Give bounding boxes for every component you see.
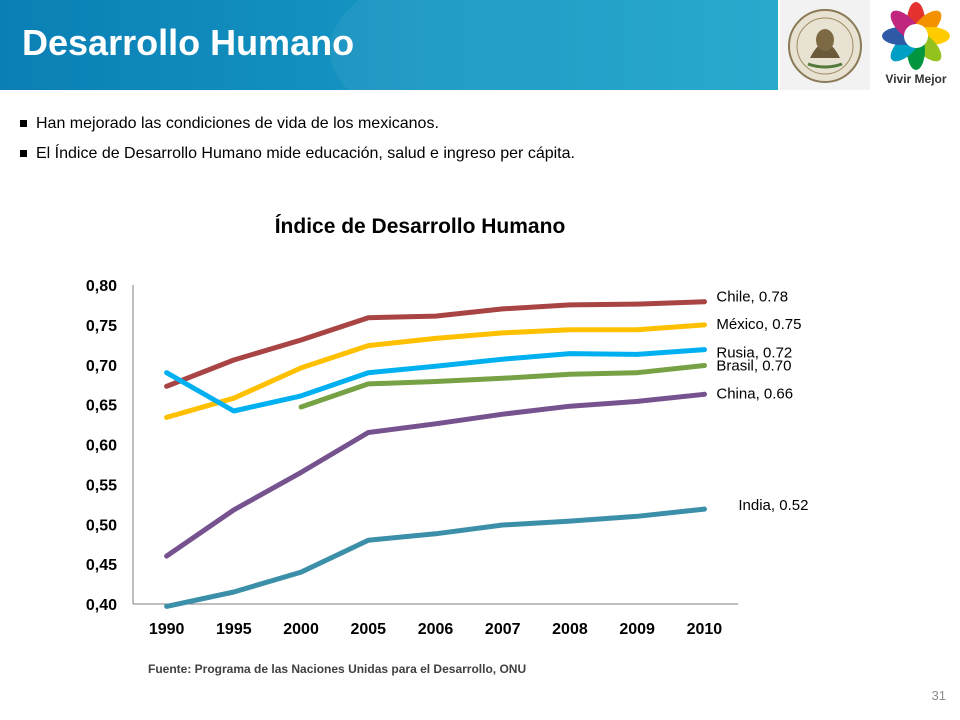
y-tick-label: 0,70	[86, 358, 117, 375]
y-tick-label: 0,75	[86, 318, 117, 335]
x-tick-label: 2000	[283, 621, 319, 638]
series-line-brasil	[298, 363, 707, 410]
mexico-seal-logo	[780, 0, 870, 90]
vivir-mejor-label: Vivir Mejor	[885, 72, 947, 86]
eagle-seal-icon	[788, 9, 862, 83]
x-tick-label: 2005	[350, 621, 386, 638]
x-tick-label: 1995	[216, 621, 252, 638]
flower-icon	[882, 2, 950, 70]
series-line-méxico	[164, 322, 707, 420]
vivir-mejor-logo: Vivir Mejor	[872, 0, 960, 90]
series-end-point	[701, 363, 707, 369]
series-end-point	[701, 322, 707, 328]
series-end-point	[701, 506, 707, 512]
series-end-label: India, 0.52	[738, 497, 808, 514]
y-tick-label: 0,65	[86, 398, 117, 415]
x-tick-label: 1990	[149, 621, 185, 638]
x-tick-label: 2009	[619, 621, 655, 638]
title-banner	[0, 0, 778, 90]
y-tick-label: 0,40	[86, 597, 117, 614]
page-title: Desarrollo Humano	[22, 22, 355, 63]
x-tick-label: 2007	[485, 621, 521, 638]
x-tick-label: 2010	[687, 621, 723, 638]
x-tick-label: 2008	[552, 621, 588, 638]
y-tick-label: 0,55	[86, 477, 117, 494]
series-end-label: China, 0.66	[716, 385, 793, 402]
y-tick-label: 0,80	[86, 278, 117, 295]
y-tick-label: 0,45	[86, 557, 117, 574]
bullet-item: El Índice de Desarrollo Humano mide educ…	[20, 142, 575, 172]
series-line-chile	[164, 299, 707, 389]
series-end-label: Rusia, 0.72	[716, 345, 792, 362]
y-tick-label: 0,50	[86, 517, 117, 534]
series-end-label: Chile, 0.78	[716, 289, 788, 306]
page-number: 31	[931, 688, 946, 703]
bullet-item: Han mejorado las condiciones de vida de …	[20, 112, 575, 142]
series-end-point	[701, 299, 707, 305]
series-end-label: México, 0.75	[716, 316, 801, 333]
series-end-label: Brasil, 0.70	[716, 358, 791, 375]
series-line-china	[164, 391, 707, 559]
series-end-point	[701, 391, 707, 397]
bullet-list: Han mejorado las condiciones de vida de …	[20, 112, 575, 172]
chart-title: Índice de Desarrollo Humano	[274, 215, 566, 238]
series-line-rusia	[164, 347, 707, 414]
series-end-point	[701, 347, 707, 353]
x-tick-label: 2006	[418, 621, 454, 638]
series-line-india	[164, 506, 707, 609]
y-tick-label: 0,60	[86, 438, 117, 455]
source-note: Fuente: Programa de las Naciones Unidas …	[148, 662, 527, 676]
